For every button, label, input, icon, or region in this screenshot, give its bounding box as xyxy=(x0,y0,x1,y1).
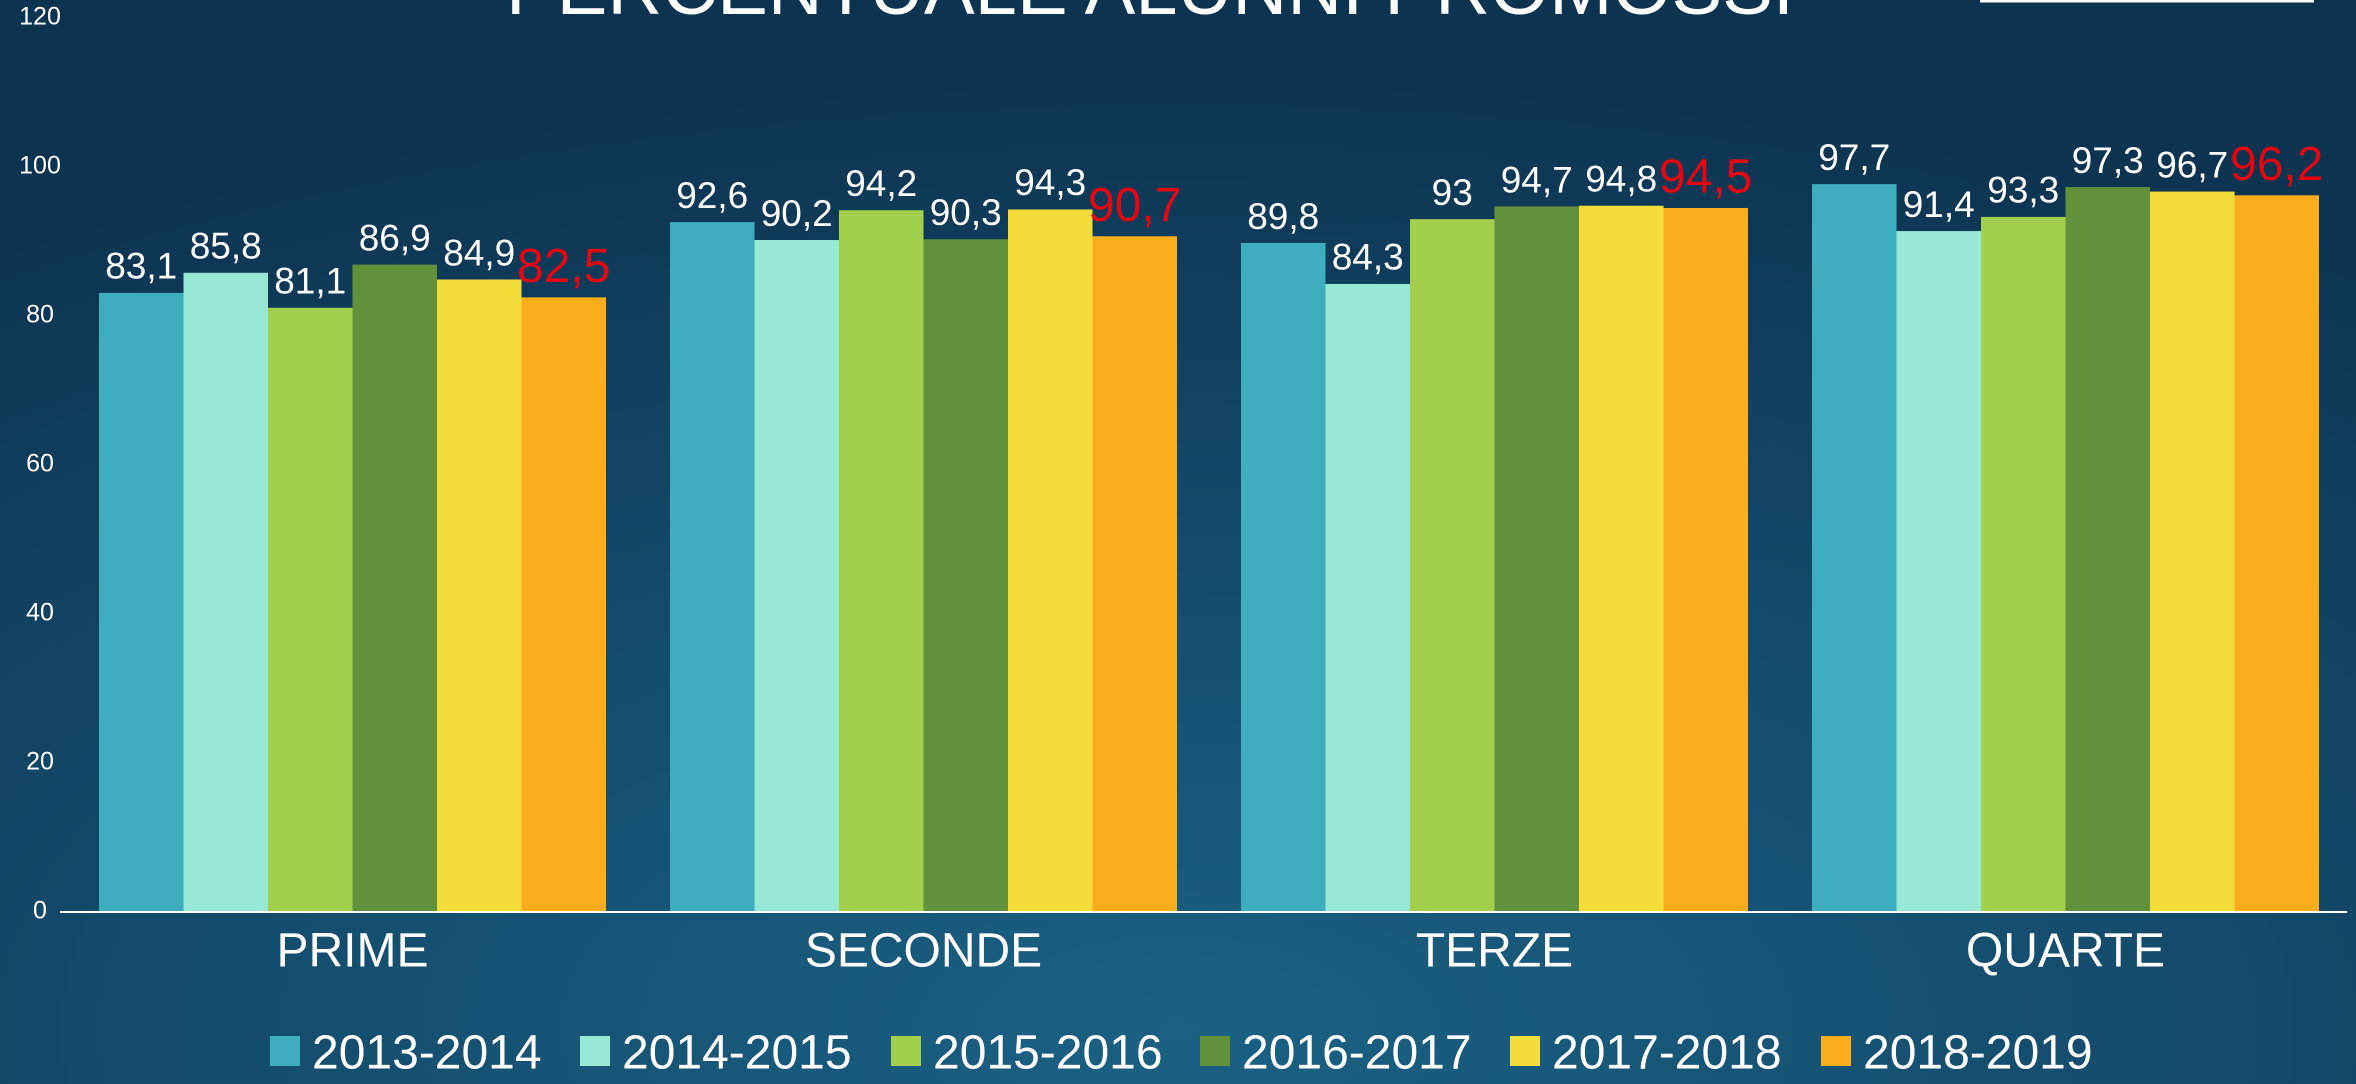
legend-swatch xyxy=(1200,1036,1230,1066)
bar xyxy=(268,307,353,912)
data-label: 96,2 xyxy=(2230,138,2323,191)
data-label: 93 xyxy=(1432,172,1473,213)
legend-swatch xyxy=(891,1036,921,1066)
bar xyxy=(1494,206,1579,913)
data-label: 83,1 xyxy=(105,246,177,287)
data-label: 94,5 xyxy=(1659,151,1752,204)
bar xyxy=(2234,195,2319,912)
data-label: 84,3 xyxy=(1332,237,1404,278)
bar xyxy=(183,272,268,912)
data-label: 82,5 xyxy=(517,240,610,293)
y-tick-label: 0 xyxy=(33,897,47,925)
data-label: 91,4 xyxy=(1903,184,1975,225)
y-tick-label: 20 xyxy=(26,748,54,776)
data-label: 85,8 xyxy=(190,226,262,267)
data-label: 96,7 xyxy=(2156,144,2228,185)
bar xyxy=(99,292,184,912)
bar xyxy=(2150,191,2235,912)
y-tick-label: 120 xyxy=(19,3,61,31)
data-label: 94,7 xyxy=(1501,159,1573,200)
data-label: 94,8 xyxy=(1585,159,1657,200)
bar xyxy=(1663,207,1748,913)
data-label: 90,7 xyxy=(1088,179,1181,232)
legend-label: 2014-2015 xyxy=(622,1027,852,1080)
legend-label: 2015-2016 xyxy=(933,1027,1163,1080)
data-label: 97,7 xyxy=(1818,137,1890,178)
bar xyxy=(1410,219,1495,912)
chart-title: PERCENTUALE ALUNNI PROMOSSI xyxy=(506,0,1794,31)
data-label: 81,1 xyxy=(274,261,346,302)
y-tick-label: 100 xyxy=(19,152,61,180)
bar xyxy=(1241,242,1326,913)
data-label: 90,2 xyxy=(761,193,833,234)
bar xyxy=(437,279,522,912)
legend-label: 2016-2017 xyxy=(1242,1027,1472,1080)
x-tick-label: PRIME xyxy=(276,925,428,978)
data-label: 94,3 xyxy=(1014,162,1086,203)
bar xyxy=(1008,209,1093,913)
y-tick-label: 40 xyxy=(26,599,54,627)
y-tick-label: 80 xyxy=(26,301,54,329)
legend-label: 2017-2018 xyxy=(1552,1027,1782,1080)
bar xyxy=(923,239,1008,912)
x-tick-label: QUARTE xyxy=(1966,925,2165,978)
bar xyxy=(1981,216,2066,913)
bar xyxy=(2065,187,2150,913)
data-label: 94,2 xyxy=(845,163,917,204)
x-tick-label: TERZE xyxy=(1416,925,1573,978)
legend-swatch xyxy=(1821,1036,1851,1066)
legend-swatch xyxy=(270,1036,300,1066)
bar xyxy=(521,297,606,912)
bar xyxy=(1812,184,1897,912)
data-label: 84,9 xyxy=(443,232,515,273)
data-label: 97,3 xyxy=(2072,140,2144,181)
bar xyxy=(1579,205,1664,913)
legend-swatch xyxy=(1510,1036,1540,1066)
y-tick-label: 60 xyxy=(26,450,54,478)
data-label: 93,3 xyxy=(1987,170,2059,211)
data-label: 90,3 xyxy=(930,192,1002,233)
x-tick-label: SECONDE xyxy=(805,925,1042,978)
data-label: 89,8 xyxy=(1247,196,1319,237)
data-label: 92,6 xyxy=(676,175,748,216)
bar xyxy=(352,264,437,913)
bar xyxy=(670,222,755,912)
data-label: 86,9 xyxy=(359,217,431,258)
bar xyxy=(1092,236,1177,912)
bar xyxy=(754,240,839,912)
bar xyxy=(1896,231,1981,912)
bar xyxy=(1325,283,1410,913)
bar xyxy=(839,210,924,912)
legend-label: 2013-2014 xyxy=(312,1027,542,1080)
legend-label: 2018-2019 xyxy=(1863,1027,2093,1080)
legend-swatch xyxy=(580,1036,610,1066)
